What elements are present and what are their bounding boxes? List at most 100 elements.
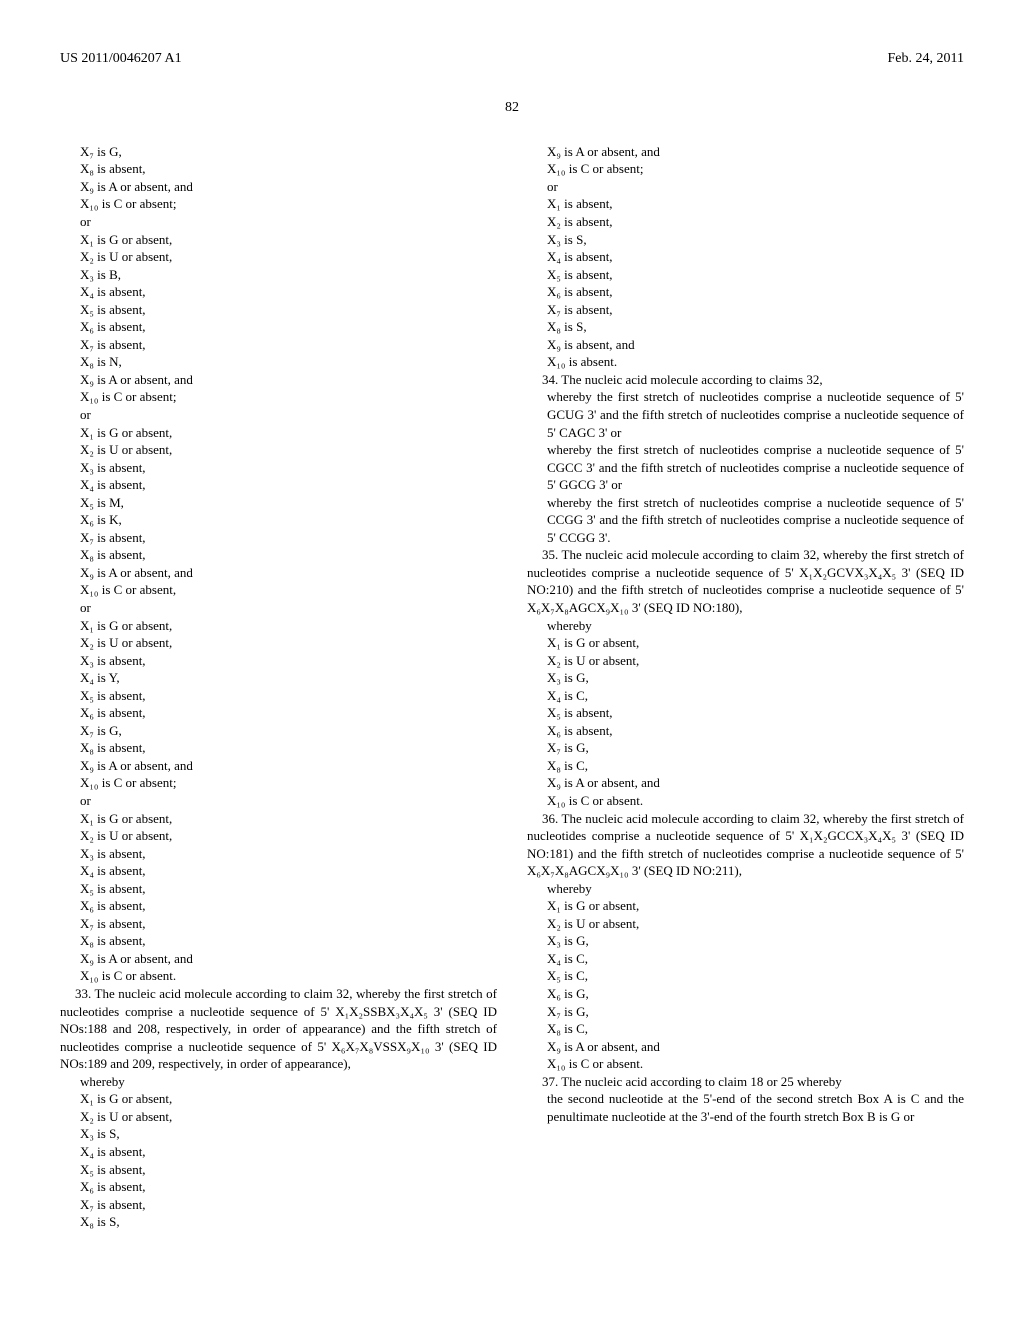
variable-line: X₈ is absent, (60, 932, 497, 950)
variable-line: X₈ is absent, (60, 546, 497, 564)
variable-line: X₃ is B, (60, 266, 497, 284)
claim-32-continuation: X₇ is G,X₈ is absent,X₉ is A or absent, … (60, 143, 497, 985)
claim-37-paragraph-1: the second nucleotide at the 5'-end of t… (527, 1090, 964, 1125)
variable-line: or (60, 599, 497, 617)
variable-line: whereby (60, 1073, 497, 1091)
variable-line: X₉ is A or absent, and (527, 143, 964, 161)
variable-line: X₉ is absent, and (527, 336, 964, 354)
variable-line: X₁₀ is C or absent; (60, 195, 497, 213)
variable-line: X₂ is U or absent, (60, 827, 497, 845)
variable-line: X₄ is C, (527, 687, 964, 705)
variable-line: X₆ is G, (527, 985, 964, 1003)
variable-line: or (60, 406, 497, 424)
variable-line: X₁₀ is C or absent; (60, 774, 497, 792)
variable-line: X₃ is absent, (60, 652, 497, 670)
variable-line: X₂ is U or absent, (60, 441, 497, 459)
variable-line: X₁₀ is C or absent; (60, 388, 497, 406)
variable-line: X₅ is absent, (60, 687, 497, 705)
variable-line: X₄ is absent, (60, 476, 497, 494)
variable-line: X₅ is absent, (60, 1161, 497, 1179)
variable-line: whereby (527, 617, 964, 635)
variable-line: X₁ is G or absent, (60, 424, 497, 442)
variable-line: X₃ is absent, (60, 459, 497, 477)
variable-line: X₄ is Y, (60, 669, 497, 687)
variable-line: X₆ is absent, (60, 318, 497, 336)
variable-line: or (60, 213, 497, 231)
claim-33-continuation: X₉ is A or absent, andX₁₀ is C or absent… (527, 143, 964, 371)
variable-line: X₁₀ is absent. (527, 353, 964, 371)
variable-line: X₅ is C, (527, 967, 964, 985)
variable-line: X₃ is absent, (60, 845, 497, 863)
variable-line: X₇ is G, (60, 722, 497, 740)
claim-36-text: 36. The nucleic acid molecule according … (527, 810, 964, 880)
variable-line: X₁ is G or absent, (527, 897, 964, 915)
variable-line: X₅ is M, (60, 494, 497, 512)
claim-34-intro: 34. The nucleic acid molecule according … (527, 371, 964, 389)
two-column-layout: X₇ is G,X₈ is absent,X₉ is A or absent, … (60, 143, 964, 1231)
variable-line: X₁ is absent, (527, 195, 964, 213)
variable-line: X₃ is G, (527, 932, 964, 950)
variable-line: X₃ is G, (527, 669, 964, 687)
variable-line: X₄ is absent, (527, 248, 964, 266)
variable-line: X₈ is C, (527, 757, 964, 775)
claim-33-text: 33. The nucleic acid molecule according … (60, 985, 497, 1073)
variable-line: X₂ is U or absent, (527, 915, 964, 933)
variable-line: X₆ is absent, (527, 722, 964, 740)
right-column: X₉ is A or absent, andX₁₀ is C or absent… (527, 143, 964, 1231)
variable-line: X₉ is A or absent, and (527, 1038, 964, 1056)
variable-line: X₇ is absent, (60, 1196, 497, 1214)
claim-34-paragraph-1: whereby the first stretch of nucleotides… (527, 388, 964, 441)
variable-line: X₈ is S, (60, 1213, 497, 1231)
variable-line: X₇ is G, (60, 143, 497, 161)
claim-34-paragraph-3: whereby the first stretch of nucleotides… (527, 494, 964, 547)
variable-line: X₂ is U or absent, (60, 1108, 497, 1126)
variable-line: X₇ is absent, (60, 336, 497, 354)
variable-line: X₉ is A or absent, and (60, 564, 497, 582)
variable-line: X₁ is G or absent, (60, 1090, 497, 1108)
variable-line: X₆ is K, (60, 511, 497, 529)
variable-line: X₄ is C, (527, 950, 964, 968)
variable-line: X₇ is absent, (60, 915, 497, 933)
variable-line: X₁₀ is C or absent, (60, 581, 497, 599)
variable-line: X₉ is A or absent, and (527, 774, 964, 792)
variable-line: X₄ is absent, (60, 283, 497, 301)
variable-line: X₉ is A or absent, and (60, 757, 497, 775)
variable-line: X₁ is G or absent, (60, 617, 497, 635)
variable-line: X₄ is absent, (60, 1143, 497, 1161)
variable-line: X₈ is absent, (60, 739, 497, 757)
variable-line: X₁ is G or absent, (60, 231, 497, 249)
variable-line: X₂ is absent, (527, 213, 964, 231)
variable-line: X₆ is absent, (527, 283, 964, 301)
variable-line: X₇ is absent, (60, 529, 497, 547)
variable-line: X₁ is G or absent, (527, 634, 964, 652)
patent-application-number: US 2011/0046207 A1 (60, 50, 182, 69)
variable-line: X₁₀ is C or absent. (527, 792, 964, 810)
variable-line: or (60, 792, 497, 810)
variable-line: X₁₀ is C or absent. (527, 1055, 964, 1073)
claim-37-intro: 37. The nucleic acid according to claim … (527, 1073, 964, 1091)
variable-line: X₁₀ is C or absent; (527, 160, 964, 178)
variable-line: X₁ is G or absent, (60, 810, 497, 828)
variable-line: X₇ is absent, (527, 301, 964, 319)
variable-line: X₉ is A or absent, and (60, 178, 497, 196)
claim-35-text: 35. The nucleic acid molecule according … (527, 546, 964, 616)
variable-line: X₂ is U or absent, (60, 634, 497, 652)
publication-date: Feb. 24, 2011 (888, 50, 964, 69)
variable-line: X₅ is absent, (60, 880, 497, 898)
variable-line: X₂ is U or absent, (527, 652, 964, 670)
variable-line: X₈ is N, (60, 353, 497, 371)
variable-line: X₆ is absent, (60, 704, 497, 722)
variable-line: whereby (527, 880, 964, 898)
variable-line: X₃ is S, (60, 1125, 497, 1143)
variable-line: X₆ is absent, (60, 1178, 497, 1196)
claim-35-variables: wherebyX₁ is G or absent,X₂ is U or abse… (527, 617, 964, 810)
variable-line: X₄ is absent, (60, 862, 497, 880)
variable-line: X₅ is absent, (527, 704, 964, 722)
variable-line: X₅ is absent, (60, 301, 497, 319)
variable-line: X₂ is U or absent, (60, 248, 497, 266)
variable-line: X₃ is S, (527, 231, 964, 249)
claim-33-variables: wherebyX₁ is G or absent,X₂ is U or abse… (60, 1073, 497, 1231)
variable-line: X₅ is absent, (527, 266, 964, 284)
variable-line: X₈ is absent, (60, 160, 497, 178)
claim-36-variables: wherebyX₁ is G or absent,X₂ is U or abse… (527, 880, 964, 1073)
